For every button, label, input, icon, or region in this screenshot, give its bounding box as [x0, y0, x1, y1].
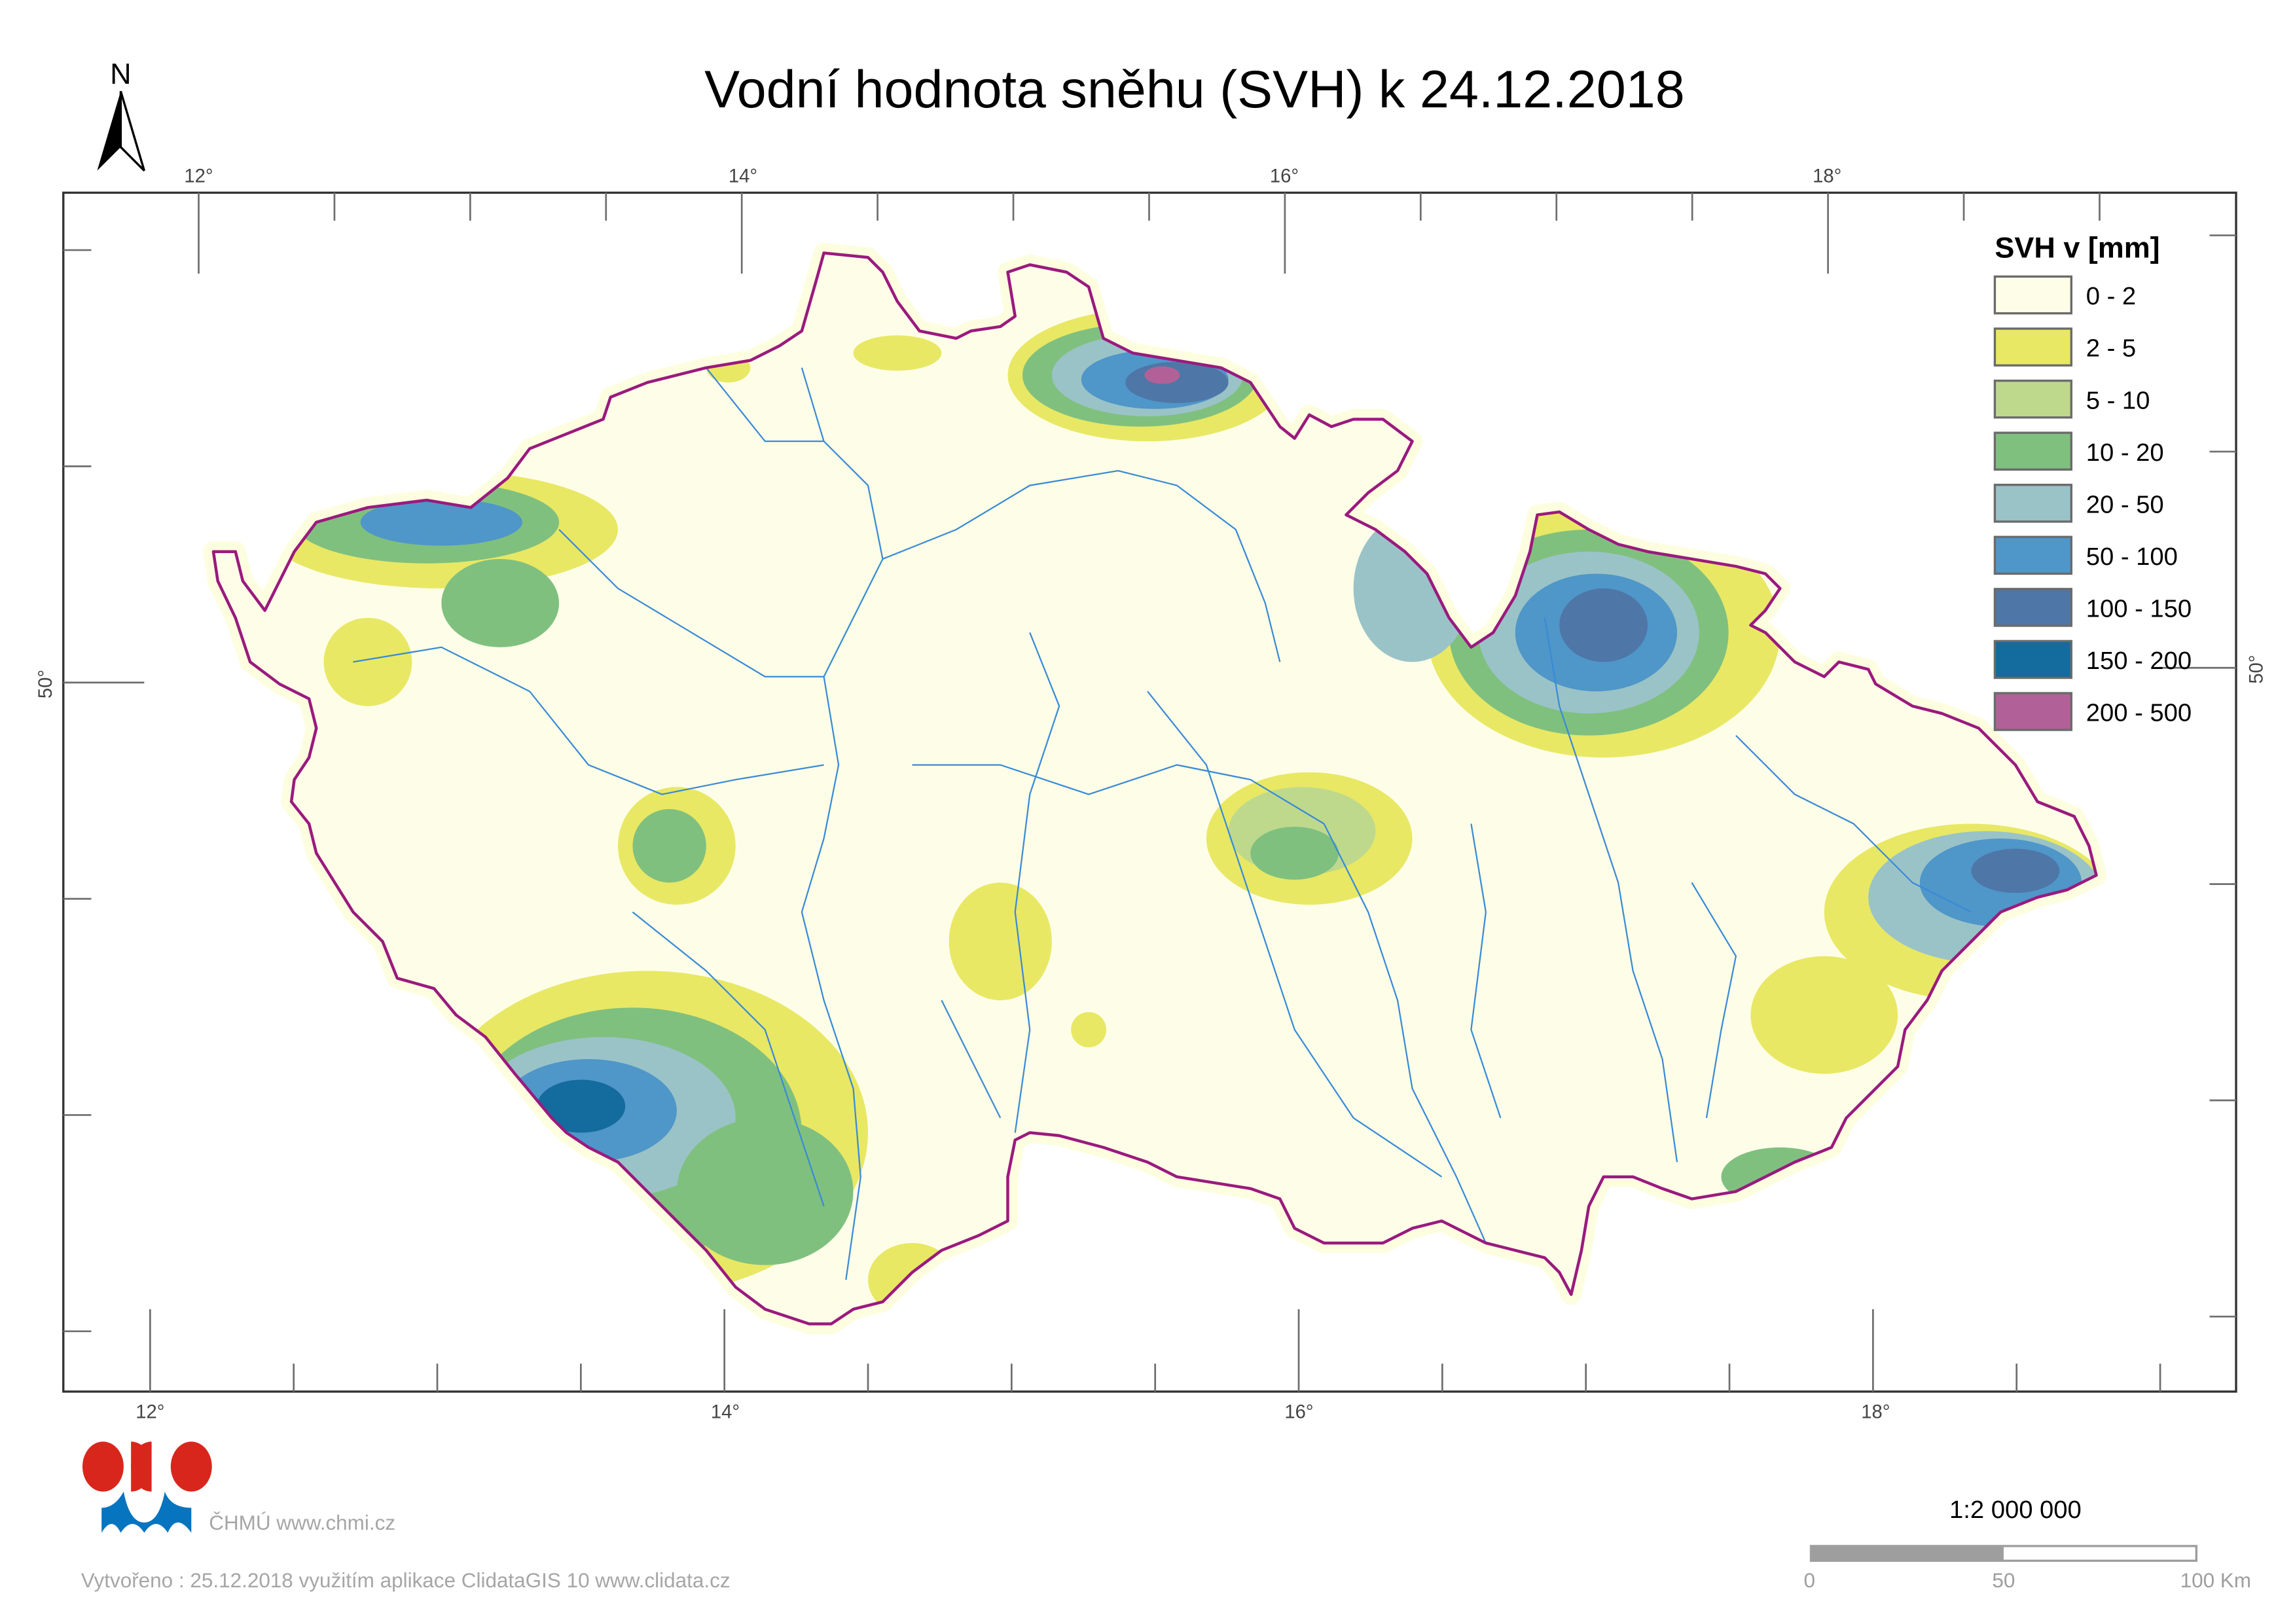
- north-label: N: [110, 57, 131, 90]
- snow-zone: [360, 498, 522, 546]
- legend-label: 5 - 10: [2086, 386, 2150, 414]
- logo-text: ČHMÚ www.chmi.cz: [209, 1511, 395, 1534]
- scale-bar: 1:2 000 000 0 50 100 Km: [1804, 1496, 2251, 1592]
- left-label-50: 50°: [35, 670, 56, 698]
- footer-note: Vytvořeno : 25.12.2018 využitím aplikace…: [81, 1569, 731, 1592]
- snow-zone: [1071, 1012, 1107, 1048]
- snow-zone: [853, 335, 942, 371]
- map-title: Vodní hodnota sněhu (SVH) k 24.12.2018: [704, 60, 1685, 119]
- bottom-label-16: 16°: [1284, 1401, 1313, 1422]
- legend-label: 20 - 50: [2086, 490, 2164, 518]
- legend-swatch: [1993, 431, 2072, 471]
- bottom-label-18: 18°: [1861, 1401, 1890, 1422]
- legend-title: SVH v [mm]: [1995, 230, 2159, 264]
- legend-label: 100 - 150: [2086, 595, 2192, 623]
- scale-label-100: 100 Km: [2180, 1569, 2251, 1592]
- state-border: [211, 251, 2098, 1326]
- rivers: [353, 367, 1972, 1280]
- right-label-50: 50°: [2246, 655, 2267, 683]
- snow-zone: [1971, 848, 2060, 893]
- snow-zone: [323, 617, 412, 706]
- bottom-label-12: 12°: [136, 1401, 164, 1422]
- legend-swatch: [1993, 692, 2072, 731]
- snow-zone: [1559, 588, 1648, 662]
- legend-swatch: [1993, 327, 2072, 367]
- legend-swatch: [1993, 379, 2072, 419]
- legend-swatch: [1993, 484, 2072, 523]
- snow-zone: [949, 882, 1052, 1001]
- legend-swatch: [1993, 588, 2072, 627]
- scale-label-50: 50: [1992, 1569, 2015, 1592]
- north-arrow-icon: [97, 91, 121, 171]
- legend-swatch: [1993, 275, 2072, 315]
- chmi-logo: ČHMÚ www.chmi.cz: [82, 1441, 395, 1534]
- legend-label: 50 - 100: [2086, 543, 2178, 571]
- legend-swatch: [1993, 535, 2072, 575]
- top-label-14: 14°: [729, 166, 757, 187]
- snow-zone: [1144, 366, 1180, 384]
- snow-zone: [441, 558, 560, 647]
- bottom-label-14: 14°: [711, 1401, 740, 1422]
- legend-label: 200 - 500: [2086, 699, 2192, 727]
- top-label-16: 16°: [1270, 166, 1299, 187]
- legend: SVH v [mm] 0 - 2 2 - 5 5 - 10 10 - 20 20 - 5…: [1993, 230, 2192, 731]
- top-label-18: 18°: [1813, 166, 1841, 187]
- legend-label: 150 - 200: [2086, 647, 2192, 675]
- legend-swatch: [1993, 640, 2072, 679]
- north-arrow: N: [97, 57, 145, 171]
- scale-ratio: 1:2 000 000: [1949, 1496, 2082, 1524]
- map-frame: [62, 191, 2237, 1393]
- snow-zone: [1750, 956, 1898, 1074]
- legend-label: 0 - 2: [2086, 282, 2136, 310]
- graticule-labels: 12° 14° 16° 18° 12° 14° 16° 18° 50° 50°: [35, 166, 2268, 1423]
- snow-zone: [632, 809, 706, 883]
- top-label-12: 12°: [184, 166, 213, 187]
- legend-label: 10 - 20: [2086, 439, 2164, 467]
- snow-zone: [676, 1117, 854, 1265]
- snow-zone: [1125, 361, 1229, 403]
- scale-label-0: 0: [1804, 1569, 1816, 1592]
- snow-zone: [1250, 826, 1339, 880]
- legend-label: 2 - 5: [2086, 334, 2136, 363]
- snow-zone: [537, 1079, 626, 1133]
